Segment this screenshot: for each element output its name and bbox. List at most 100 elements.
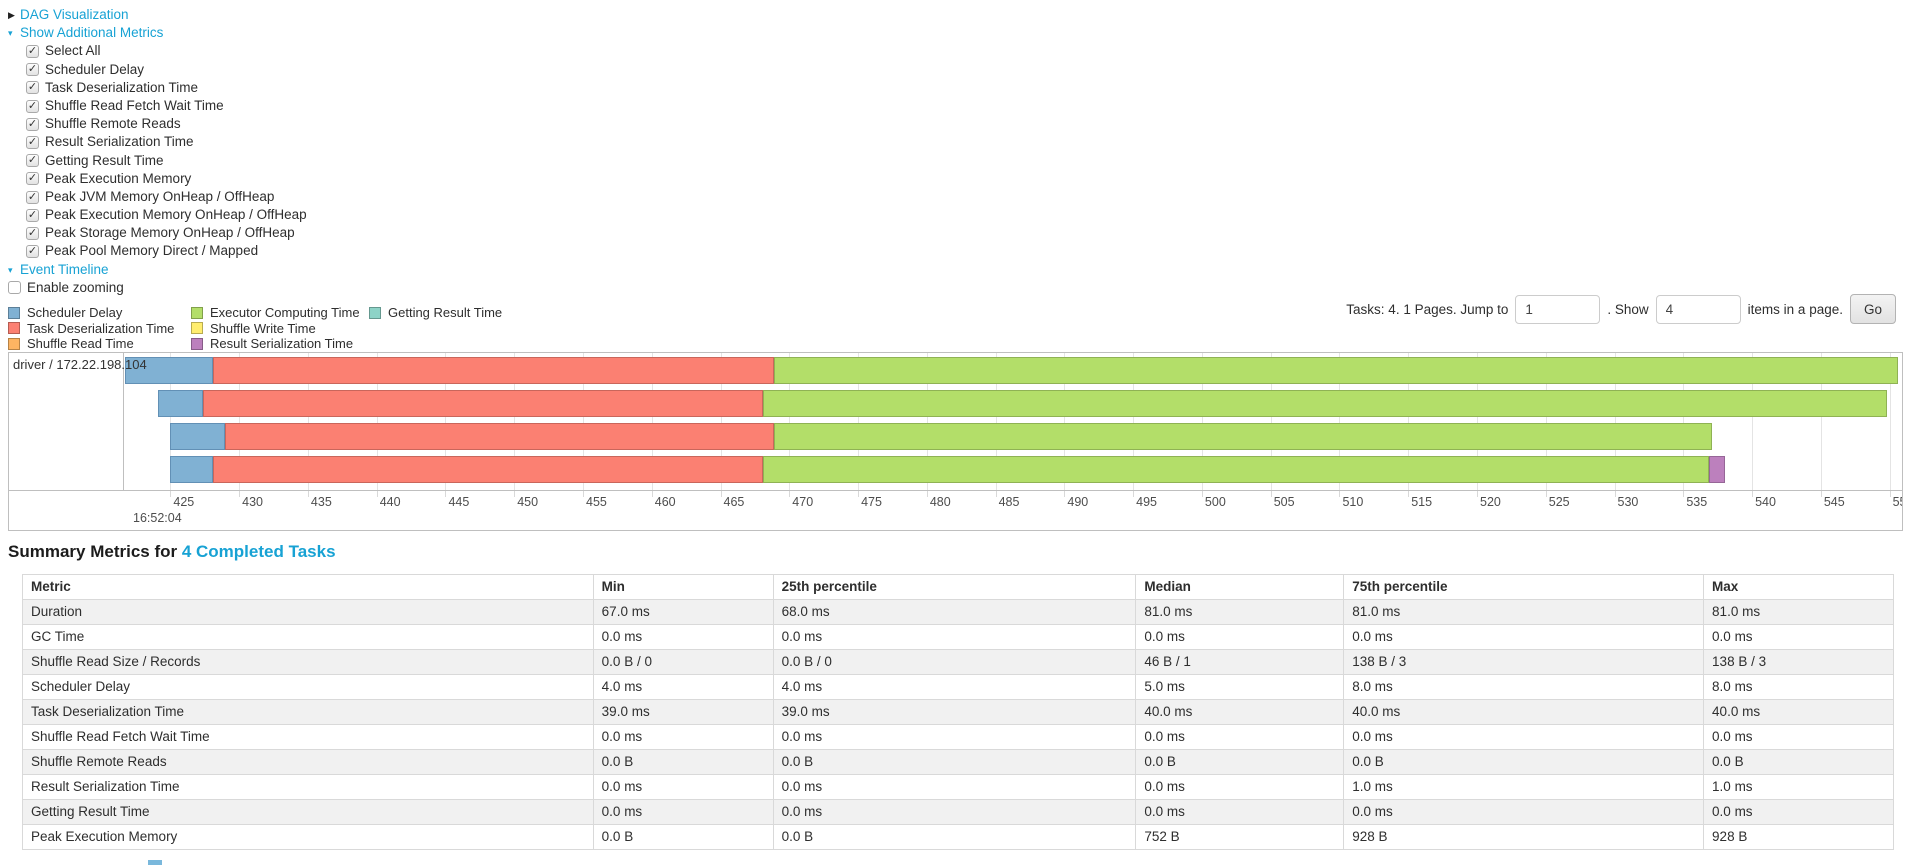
show-additional-metrics-label: Show Additional Metrics — [20, 25, 164, 41]
timeline-group-column: driver / 172.22.198.104 — [9, 353, 147, 490]
metric-value-cell: 0.0 ms — [1343, 724, 1705, 750]
table-header-cell: Max — [1703, 574, 1894, 600]
metric-value-cell: 40.0 ms — [1703, 699, 1894, 725]
axis-tick-label: 525 — [1548, 495, 1570, 509]
axis-tickmark — [1201, 491, 1203, 497]
legend-item: Result Serialization Time — [191, 336, 369, 352]
metric-value-cell: 67.0 ms — [592, 599, 774, 625]
metric-checkbox-item: ✓ Result Serialization Time — [26, 133, 307, 151]
task-bar-segment-result-serialization[interactable] — [1709, 456, 1725, 483]
metric-value-cell: 40.0 ms — [1343, 699, 1705, 725]
gridline — [1408, 353, 1410, 490]
gridline — [239, 353, 241, 490]
pagination-show-label: . Show — [1607, 301, 1649, 317]
dag-visualization-toggle[interactable]: ▶ DAG Visualization — [8, 6, 307, 24]
checkbox-checked-icon[interactable]: ✓ — [26, 154, 39, 168]
checkbox-checked-icon[interactable]: ✓ — [26, 81, 39, 95]
task-bar-segment-scheduler-delay[interactable] — [125, 357, 214, 384]
axis-tickmark — [239, 491, 241, 497]
metric-value-cell: 8.0 ms — [1343, 674, 1705, 700]
checkbox-checked-icon[interactable]: ✓ — [26, 190, 39, 204]
checkbox-checked-icon[interactable]: ✓ — [26, 63, 39, 77]
table-row: Result Serialization Time 0.0 ms 0.0 ms 0.0… — [22, 774, 1894, 800]
gridline — [995, 353, 997, 490]
axis-tickmark — [1064, 491, 1066, 497]
metric-value-cell: 0.0 B — [772, 749, 1137, 775]
task-bar-segment-executor-computing[interactable] — [774, 357, 1898, 384]
task-bar-segment-executor-computing[interactable] — [763, 390, 1887, 417]
gridline — [858, 353, 860, 490]
event-timeline-toggle[interactable]: ▾ Event Timeline — [8, 261, 307, 279]
gridline — [926, 353, 928, 490]
axis-tickmark — [1133, 491, 1135, 497]
task-bar-segment-scheduler-delay[interactable] — [170, 423, 226, 450]
axis-tick-label: 540 — [1755, 495, 1776, 509]
metric-checkbox-label: Shuffle Read Fetch Wait Time — [45, 97, 224, 113]
table-row: Duration 67.0 ms 68.0 ms 81.0 ms 81.0 ms 81.0… — [22, 599, 1894, 625]
task-bar-segment-scheduler-delay[interactable] — [170, 456, 213, 483]
metric-value-cell: 4.0 ms — [592, 674, 774, 700]
axis-tickmark — [1614, 491, 1616, 497]
legend-item: Scheduler Delay — [8, 305, 191, 321]
go-button[interactable]: Go — [1849, 294, 1896, 324]
show-additional-metrics-toggle[interactable]: ▾ Show Additional Metrics — [8, 24, 307, 42]
checkbox-checked-icon[interactable]: ✓ — [26, 208, 39, 222]
metric-value-cell: 0.0 B / 0 — [592, 649, 774, 675]
arrow-down-icon: ▾ — [8, 28, 13, 39]
jump-to-page-input[interactable] — [1515, 294, 1601, 324]
task-bar-segment-scheduler-delay[interactable] — [158, 390, 204, 417]
metric-checkbox-label: Shuffle Remote Reads — [45, 116, 181, 132]
task-bar-segment-executor-computing[interactable] — [774, 423, 1713, 450]
gridline — [1339, 353, 1341, 490]
metric-name-cell: Task Deserialization Time — [22, 699, 594, 725]
gridline — [1820, 353, 1822, 490]
getting_result-swatch-icon — [369, 306, 381, 319]
legend-item: Shuffle Write Time — [191, 321, 369, 337]
axis-tickmark — [514, 491, 516, 497]
task-bar-segment-executor-computing[interactable] — [763, 456, 1710, 483]
metric-value-cell: 0.0 B — [592, 824, 774, 850]
axis-tickmark — [858, 491, 860, 497]
task-bar-segment-task-deserialization[interactable] — [225, 423, 775, 450]
metric-checkbox-label: Peak Storage Memory OnHeap / OffHeap — [45, 225, 295, 241]
metric-checkbox-item: ✓ Peak Pool Memory Direct / Mapped — [26, 242, 307, 260]
metric-value-cell: 40.0 ms — [1135, 699, 1345, 725]
items-per-page-input[interactable] — [1655, 294, 1741, 324]
checkbox-checked-icon[interactable]: ✓ — [26, 172, 39, 186]
timeline-axis: 425 430 435 440 445 450 455 460 465 470 475 480 485 4… — [9, 490, 1902, 530]
checkbox-checked-icon[interactable]: ✓ — [26, 245, 39, 259]
enable-zooming-checkbox[interactable] — [8, 281, 21, 295]
checkbox-checked-icon[interactable]: ✓ — [26, 135, 39, 149]
checkbox-checked-icon[interactable]: ✓ — [26, 99, 39, 113]
completed-tasks-link[interactable]: 4 Completed Tasks — [181, 542, 336, 561]
axis-tickmark — [307, 491, 309, 497]
task-bar-segment-task-deserialization[interactable] — [203, 390, 764, 417]
checkbox-checked-icon[interactable]: ✓ — [26, 117, 39, 131]
metric-value-cell: 0.0 ms — [1703, 799, 1894, 825]
checkbox-checked-icon[interactable]: ✓ — [26, 45, 39, 58]
gridline — [1545, 353, 1547, 490]
gridline — [1614, 353, 1616, 490]
metric-value-cell: 0.0 B — [592, 749, 774, 775]
gridline — [1752, 353, 1754, 490]
metric-value-cell: 81.0 ms — [1343, 599, 1705, 625]
legend-column: Getting Result Time — [369, 305, 502, 352]
task-bar-segment-task-deserialization[interactable] — [213, 357, 775, 384]
axis-tick-label: 505 — [1273, 495, 1295, 509]
metric-name-cell: Result Serialization Time — [22, 774, 594, 800]
axis-tick-label: 500 — [1204, 495, 1226, 509]
gridline — [1683, 353, 1685, 490]
axis-tickmark — [1408, 491, 1410, 497]
axis-tickmark — [651, 491, 653, 497]
legend-column: Executor Computing Time Shuffle Write Tim… — [191, 305, 369, 352]
gridline — [720, 353, 722, 490]
task-timeline-row — [125, 357, 1902, 384]
axis-major-time-label: 16:52:04 — [133, 511, 182, 525]
table-header-cell: Metric — [22, 574, 594, 600]
axis-tick-label: 515 — [1411, 495, 1433, 509]
checkbox-checked-icon[interactable]: ✓ — [26, 226, 39, 240]
table-row: Shuffle Read Fetch Wait Time 0.0 ms 0.0 ms… — [22, 724, 1894, 750]
task-bar-segment-task-deserialization[interactable] — [213, 456, 764, 483]
metric-value-cell: 0.0 ms — [592, 799, 774, 825]
axis-tick-label: 435 — [310, 495, 332, 509]
